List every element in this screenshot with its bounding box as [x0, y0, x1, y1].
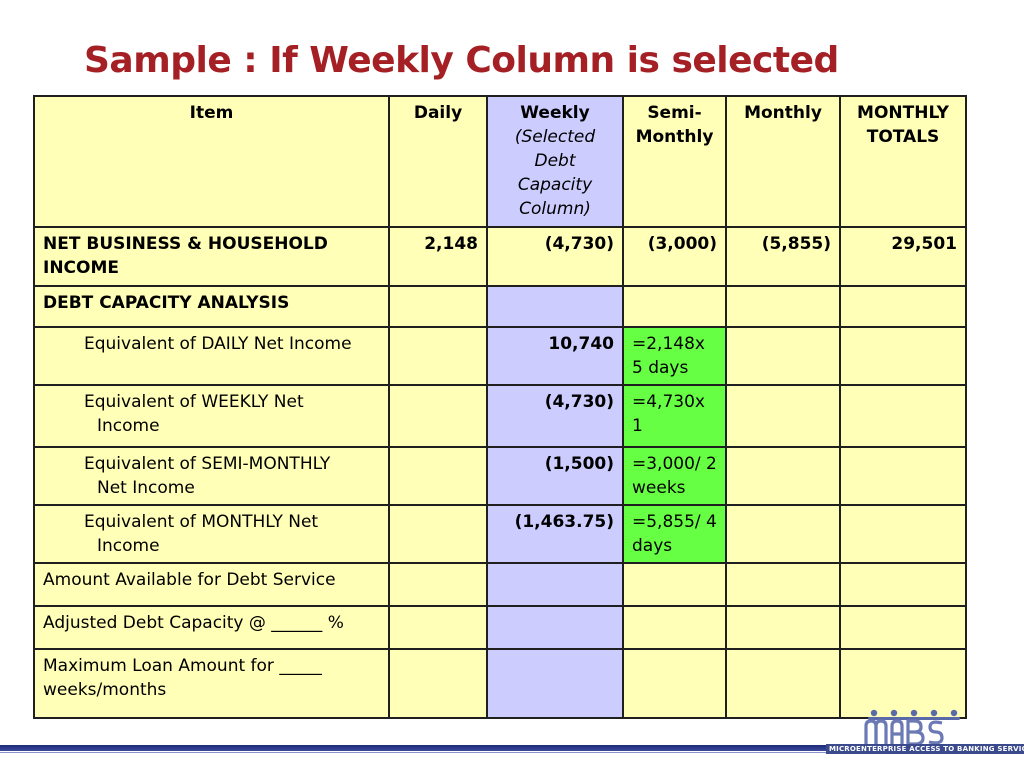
table-row-eq-monthly: Equivalent of MONTHLY Net Income (1,463.… — [33, 504, 967, 564]
row-label: Amount Available for Debt Service — [33, 562, 390, 607]
cell-daily — [388, 285, 488, 328]
table-row-eq-weekly: Equivalent of WEEKLY Net Income (4,730) … — [33, 384, 967, 448]
debt-capacity-table: Item Daily Weekly (Selected Debt Capacit… — [33, 95, 967, 719]
row-label: Equivalent of SEMI-MONTHLY Net Income — [33, 446, 390, 506]
cell-monthly — [725, 285, 841, 328]
row-label-line: Equivalent of DAILY Net Income — [84, 334, 352, 354]
cell-daily — [388, 384, 488, 448]
cell-daily — [388, 605, 488, 650]
cell-weekly: (1,500) — [486, 446, 624, 506]
table-row-amount-available: Amount Available for Debt Service — [33, 562, 967, 607]
cell-monthly-totals — [839, 384, 967, 448]
cell-daily: 2,148 — [388, 226, 488, 287]
cell-semi-monthly — [622, 285, 727, 328]
cell-formula-note: =4,730x 1 — [622, 384, 727, 448]
cell-monthly-totals — [839, 562, 967, 607]
cell-weekly — [486, 605, 624, 650]
cell-formula-note: =3,000/ 2 weeks — [622, 446, 727, 506]
cell-formula-note: =2,148x 5 days — [622, 326, 727, 386]
cell-weekly — [486, 648, 624, 719]
row-label: Maximum Loan Amount for _____ weeks/mont… — [33, 648, 390, 719]
cell-semi-monthly: (3,000) — [622, 226, 727, 287]
cell-monthly-totals — [839, 504, 967, 564]
header-semi-monthly: Semi-Monthly — [622, 95, 727, 228]
cell-monthly-totals — [839, 605, 967, 650]
cell-monthly-totals — [839, 326, 967, 386]
mabs-logo — [864, 709, 960, 746]
cell-weekly: (4,730) — [486, 226, 624, 287]
cell-daily — [388, 562, 488, 607]
cell-monthly — [725, 384, 841, 448]
footer-divider — [0, 752, 1024, 753]
header-weekly-note: (Selected Debt Capacity Column) — [514, 127, 596, 219]
table-row-adjusted-debt-capacity: Adjusted Debt Capacity @ ______ % — [33, 605, 967, 650]
table-row-eq-semi-monthly: Equivalent of SEMI-MONTHLY Net Income (1… — [33, 446, 967, 506]
cell-formula-note: =5,855/ 4 days — [622, 504, 727, 564]
cell-monthly-totals — [839, 648, 967, 719]
cell-semi-monthly — [622, 605, 727, 650]
table-row-debt-capacity: DEBT CAPACITY ANALYSIS — [33, 285, 967, 328]
cell-daily — [388, 446, 488, 506]
header-daily: Daily — [388, 95, 488, 228]
cell-semi-monthly — [622, 648, 727, 719]
row-label: NET BUSINESS & HOUSEHOLD INCOME — [33, 226, 390, 287]
header-monthly-totals: MONTHLY TOTALS — [839, 95, 967, 228]
cell-daily — [388, 648, 488, 719]
cell-monthly — [725, 648, 841, 719]
header-weekly: Weekly (Selected Debt Capacity Column) — [486, 95, 624, 228]
row-label: Adjusted Debt Capacity @ ______ % — [33, 605, 390, 650]
header-row: Item Daily Weekly (Selected Debt Capacit… — [33, 95, 967, 228]
row-label-continuation: Income — [97, 536, 160, 556]
cell-weekly: (1,463.75) — [486, 504, 624, 564]
cell-monthly — [725, 326, 841, 386]
cell-monthly-totals — [839, 285, 967, 328]
header-item: Item — [33, 95, 390, 228]
cell-daily — [388, 326, 488, 386]
cell-weekly — [486, 562, 624, 607]
row-label: DEBT CAPACITY ANALYSIS — [33, 285, 390, 328]
row-label-line: Equivalent of WEEKLY Net — [84, 392, 304, 412]
logo-tagline: MICROENTERPRISE ACCESS TO BANKING SERVIC… — [826, 744, 1024, 754]
cell-monthly — [725, 446, 841, 506]
header-weekly-label: Weekly — [520, 103, 590, 123]
row-label-continuation: Income — [97, 416, 160, 436]
row-label: Equivalent of WEEKLY Net Income — [33, 384, 390, 448]
cell-weekly — [486, 285, 624, 328]
cell-daily — [388, 504, 488, 564]
cell-monthly: (5,855) — [725, 226, 841, 287]
slide-title: Sample : If Weekly Column is selected — [84, 40, 839, 81]
table-row-net-income: NET BUSINESS & HOUSEHOLD INCOME 2,148 (4… — [33, 226, 967, 287]
table-row-eq-daily: Equivalent of DAILY Net Income 10,740 =2… — [33, 326, 967, 386]
cell-monthly — [725, 562, 841, 607]
cell-weekly: 10,740 — [486, 326, 624, 386]
row-label-line: Equivalent of SEMI-MONTHLY — [84, 454, 331, 474]
footer-bar — [0, 745, 1024, 751]
cell-weekly: (4,730) — [486, 384, 624, 448]
row-label-continuation: Net Income — [97, 478, 195, 498]
row-label: Equivalent of MONTHLY Net Income — [33, 504, 390, 564]
cell-monthly — [725, 605, 841, 650]
row-label: Equivalent of DAILY Net Income — [33, 326, 390, 386]
cell-monthly — [725, 504, 841, 564]
row-label-line: Equivalent of MONTHLY Net — [84, 512, 319, 532]
header-monthly: Monthly — [725, 95, 841, 228]
cell-monthly-totals: 29,501 — [839, 226, 967, 287]
cell-monthly-totals — [839, 446, 967, 506]
cell-semi-monthly — [622, 562, 727, 607]
table-row-maximum-loan: Maximum Loan Amount for _____ weeks/mont… — [33, 648, 967, 719]
